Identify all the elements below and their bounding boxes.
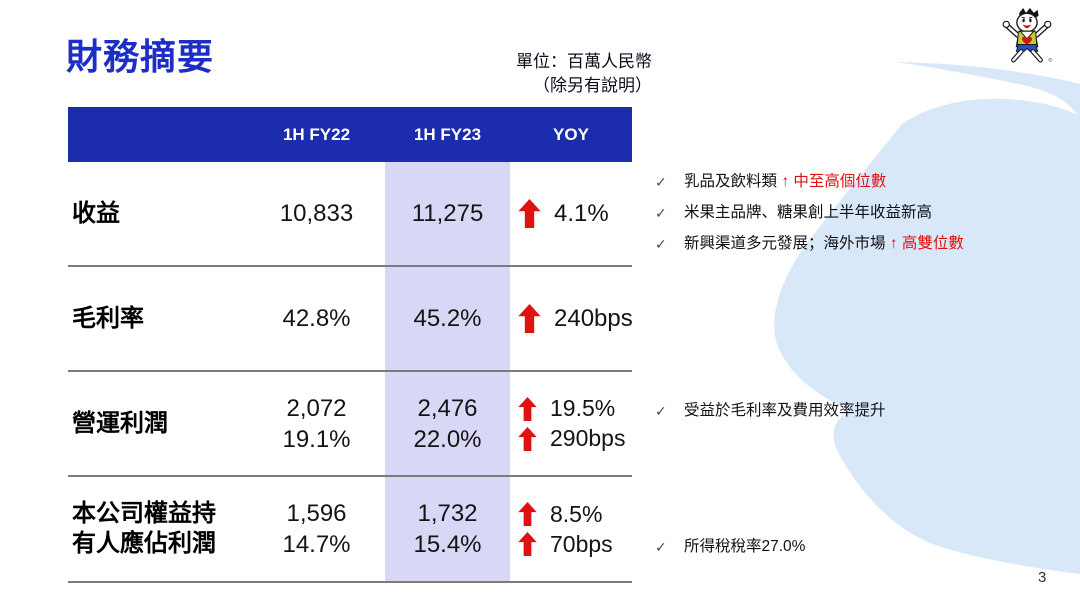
row-label-cell: 毛利率 xyxy=(68,267,248,370)
up-arrow-icon xyxy=(518,304,541,333)
check-icon: ✓ xyxy=(655,236,667,252)
yoy-change: 4.1% xyxy=(518,199,632,228)
row-label: 營運利潤 xyxy=(72,409,168,437)
yoy-cell: 240bps xyxy=(510,267,633,370)
fy23-value: 15.4% xyxy=(413,531,482,558)
fy22-value-cell: 10,833 xyxy=(248,162,385,265)
up-arrow-icon xyxy=(518,396,537,421)
fy23-value: 22.0% xyxy=(413,425,482,453)
fy23-value-cell: 45.2% xyxy=(385,267,510,370)
yoy-cell: 4.1% xyxy=(510,162,632,265)
annotation-text: 乳品及飲料類 ↑ 中至高個位數 xyxy=(684,172,886,192)
fy23-value: 11,275 xyxy=(411,200,484,227)
row-label-cell: 本公司權益持 有人應佔利潤 xyxy=(68,477,248,581)
row-label: 本公司權益持 xyxy=(72,500,216,527)
fy22-value: 42.8% xyxy=(282,305,351,332)
fy23-value-cell: 1,732 15.4% xyxy=(385,477,510,581)
header-1h-fy22: 1H FY22 xyxy=(282,124,351,144)
annotation-item: ✓ 乳品及飲料類 ↑ 中至高個位數 xyxy=(655,172,1055,203)
annotation-text-part: 新興渠道多元發展；海外市場 xyxy=(684,235,890,252)
fy22-value: 2,072 xyxy=(286,394,347,422)
yoy-value: 4.1% xyxy=(554,199,609,227)
yoy-change: 8.5% xyxy=(518,501,632,528)
fy22-value: 14.7% xyxy=(282,531,351,558)
yoy-change: 290bps xyxy=(518,425,632,452)
annotation-text-part: 所得稅稅率27.0% xyxy=(684,538,806,555)
row-label-cell: 收益 xyxy=(68,162,248,265)
fy23-value-cell: 11,275 xyxy=(385,162,510,265)
header-1h-fy23: 1H FY23 xyxy=(413,124,482,144)
annotation-text-part: ↑ 中至高個位數 xyxy=(781,173,887,190)
annotation-text: 新興渠道多元發展；海外市場 ↑ 高雙位數 xyxy=(684,234,964,254)
check-icon: ✓ xyxy=(655,403,667,419)
yoy-value: 8.5% xyxy=(550,500,603,527)
yoy-change: 19.5% xyxy=(518,395,632,422)
fy23-value: 2,476 xyxy=(417,394,478,422)
fy23-value-cell: 2,476 22.0% xyxy=(385,372,510,475)
fy22-value: 19.1% xyxy=(282,425,351,453)
yoy-change: 70bps xyxy=(518,531,632,558)
table-body: 收益 10,833 11,275 4.1% 毛利率 42.8% 45.2% 240bps 營運利… xyxy=(68,162,633,583)
row-label: 有人應佔利潤 xyxy=(72,530,216,557)
yoy-value: 240bps xyxy=(554,304,633,332)
up-arrow-icon xyxy=(518,426,537,451)
row-label-cell: 營運利潤 xyxy=(68,372,248,475)
table-row: 營運利潤 2,072 19.1% 2,476 22.0% 19.5% 290bps xyxy=(68,372,632,477)
up-arrow-icon xyxy=(518,502,537,526)
row-label: 收益 xyxy=(72,199,120,227)
annotation-item: ✓ 受益於毛利率及費用效率提升 xyxy=(655,401,1055,432)
annotation-text-part: 米果主品牌、糖果創上半年收益新高 xyxy=(684,204,933,221)
unit-note: 單位：百萬人民幣 （除另有說明） xyxy=(420,50,652,98)
fy22-value-cell: 2,072 19.1% xyxy=(248,372,385,475)
unit-note-line1: 單位：百萬人民幣 xyxy=(516,52,652,71)
annotations-revenue: ✓ 乳品及飲料類 ↑ 中至高個位數 ✓ 米果主品牌、糖果創上半年收益新高 ✓ 新興渠道多元… xyxy=(655,172,1055,265)
yoy-change: 240bps xyxy=(518,304,633,333)
yoy-value: 19.5% xyxy=(550,395,616,421)
annotations-operating-profit: ✓ 受益於毛利率及費用效率提升 xyxy=(655,401,1055,432)
page-number: 3 xyxy=(1038,569,1047,586)
swoosh-decoration xyxy=(774,62,1080,574)
annotation-item: ✓ 新興渠道多元發展；海外市場 ↑ 高雙位數 xyxy=(655,234,1055,265)
annotation-text: 受益於毛利率及費用效率提升 xyxy=(684,401,886,421)
annotation-text-part: 乳品及飲料類 xyxy=(684,173,782,190)
wantwant-mascot-logo: ® xyxy=(1002,8,1053,64)
fy23-column-highlight xyxy=(385,162,510,583)
fy23-value: 1,732 xyxy=(417,500,478,527)
svg-text:®: ® xyxy=(1048,57,1053,64)
page-title: 財務摘要 xyxy=(66,36,215,77)
annotation-text: 所得稅稅率27.0% xyxy=(684,537,805,557)
annotation-item: ✓ 米果主品牌、糖果創上半年收益新高 xyxy=(655,203,1055,234)
table-row: 本公司權益持 有人應佔利潤 1,596 14.7% 1,732 15.4% 8.5% 70bp… xyxy=(68,477,632,583)
fy22-value-cell: 1,596 14.7% xyxy=(248,477,385,581)
annotations-net-profit: ✓ 所得稅稅率27.0% xyxy=(655,537,1055,568)
fy22-value-cell: 42.8% xyxy=(248,267,385,370)
annotation-text-part: 受益於毛利率及費用效率提升 xyxy=(684,402,886,419)
fy22-value: 1,596 xyxy=(286,500,347,527)
annotation-item: ✓ 所得稅稅率27.0% xyxy=(655,537,1055,568)
annotation-text: 米果主品牌、糖果創上半年收益新高 xyxy=(684,203,932,223)
up-arrow-icon xyxy=(518,532,537,556)
financial-summary-table: 1H FY22 1H FY23 YOY 收益 10,833 11,275 4.1% 毛利… xyxy=(68,107,633,583)
check-icon: ✓ xyxy=(655,205,667,221)
row-label: 毛利率 xyxy=(72,304,144,332)
up-arrow-icon xyxy=(518,199,541,228)
header-yoy: YOY xyxy=(553,124,589,144)
yoy-cell: 19.5% 290bps xyxy=(510,372,632,475)
table-row: 收益 10,833 11,275 4.1% xyxy=(68,162,632,267)
table-row: 毛利率 42.8% 45.2% 240bps xyxy=(68,267,633,372)
unit-note-line2: （除另有說明） xyxy=(533,76,652,95)
yoy-value: 290bps xyxy=(550,425,626,451)
annotation-text-part: ↑ 高雙位數 xyxy=(889,235,964,252)
check-icon: ✓ xyxy=(655,539,667,555)
yoy-cell: 8.5% 70bps xyxy=(510,477,632,581)
yoy-value: 70bps xyxy=(550,530,613,557)
fy23-value: 45.2% xyxy=(413,305,482,332)
fy22-value: 10,833 xyxy=(279,200,354,227)
table-header-row: 1H FY22 1H FY23 YOY xyxy=(68,107,632,162)
check-icon: ✓ xyxy=(655,174,667,190)
